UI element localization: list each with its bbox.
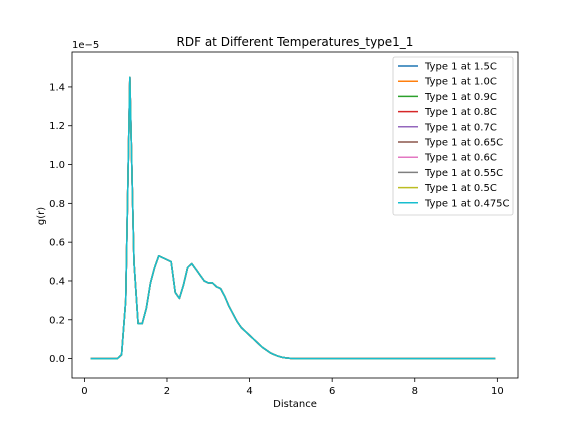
y-offset-label: 1e−5 [72, 40, 99, 51]
plot-frame [71, 51, 519, 379]
y-tick-label: 0.6 [49, 238, 65, 249]
legend-label: Type 1 at 0.7C [424, 122, 497, 133]
legend-label: Type 1 at 0.8C [424, 107, 497, 118]
x-tick-label: 6 [329, 386, 335, 397]
legend-label: Type 1 at 0.65C [424, 138, 503, 149]
y-axis-label: g(r) [36, 207, 47, 225]
series-line-9 [90, 76, 496, 360]
x-axis-label: Distance [273, 399, 317, 410]
x-tick-label: 8 [412, 386, 418, 397]
legend-label: Type 1 at 0.475C [424, 198, 510, 209]
y-tick-label: 0.2 [49, 315, 65, 326]
legend-label: Type 1 at 1.5C [424, 62, 497, 73]
legend-box [392, 56, 514, 216]
x-tick-label: 10 [491, 386, 504, 397]
y-tick-label: 0.8 [49, 199, 65, 210]
legend: Type 1 at 1.5C Type 1 at 1.0C Type 1 at 0.… [392, 56, 514, 216]
x-tick-label: 0 [81, 386, 87, 397]
plot-area: 0 2 4 6 8 10 0.0 0.2 0.4 0.6 0.8 1.0 1.2 1.4 [49, 76, 504, 397]
y-tick-label: 0.0 [49, 354, 65, 365]
legend-label: Type 1 at 0.5C [424, 183, 497, 194]
chart-title: RDF at Different Temperatures_type1_1 [177, 35, 414, 49]
legend-label: Type 1 at 0.6C [424, 153, 497, 164]
legend-label: Type 1 at 0.55C [424, 168, 503, 179]
x-tick-label: 4 [246, 386, 252, 397]
legend-label: Type 1 at 1.0C [424, 77, 497, 88]
y-tick-label: 1.4 [49, 82, 65, 93]
y-tick-label: 1.2 [49, 121, 65, 132]
y-tick-label: 1.0 [49, 160, 65, 171]
legend-label: Type 1 at 0.9C [424, 92, 497, 103]
y-tick-label: 0.4 [49, 276, 65, 287]
x-tick-label: 2 [164, 386, 170, 397]
